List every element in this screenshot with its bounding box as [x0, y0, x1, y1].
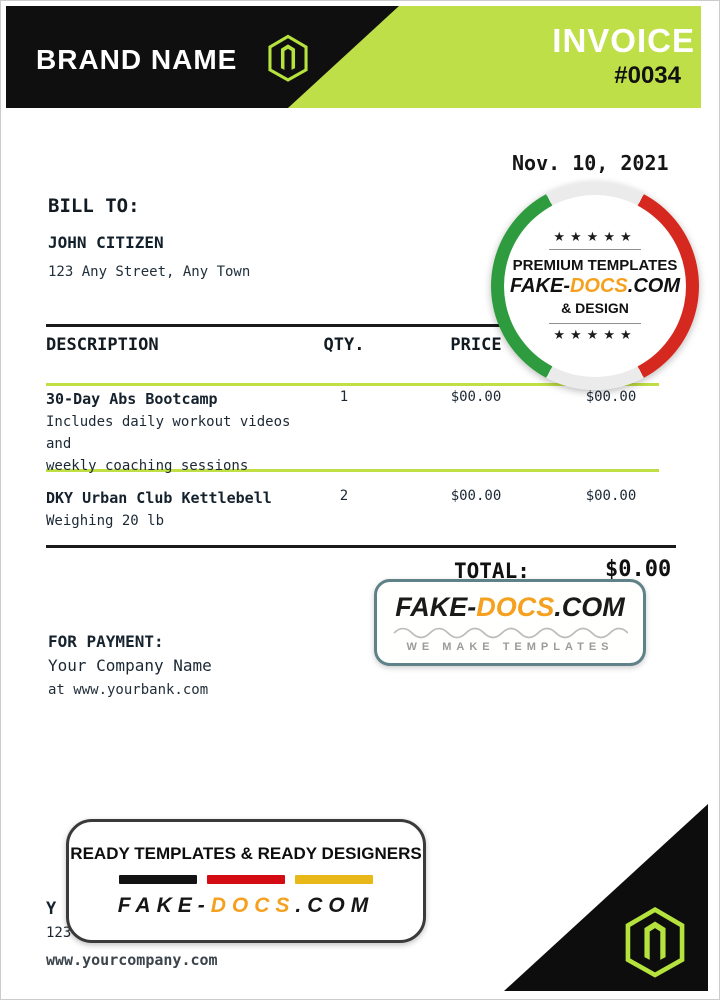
brand-part: FAKE-: [395, 592, 477, 622]
payment-company: Your Company Name: [48, 656, 212, 675]
table-header-rule: [46, 383, 659, 386]
brand-part: DOCS: [569, 274, 628, 297]
col-header-qty: QTY.: [323, 335, 365, 355]
brand-part: FAKE-: [117, 894, 211, 917]
header-band: BRAND NAME INVOICE #0034: [6, 6, 703, 108]
watermark-tagline: WE MAKE TEMPLATES: [406, 641, 614, 653]
bill-to-name: JOHN CITIZEN: [48, 233, 164, 252]
total-value: $0.00: [605, 557, 672, 582]
flag-bars: [119, 875, 373, 884]
table-top-rule: [46, 324, 676, 327]
watermark-brand: FAKE-DOCS.COM: [395, 594, 625, 621]
stars-row: ★★★★★: [553, 327, 637, 343]
item-qty: 1: [339, 389, 349, 405]
brand-part: FAKE-: [509, 274, 570, 297]
invoice-title: INVOICE: [552, 22, 695, 59]
invoice-number: #0034: [614, 62, 681, 89]
item-title: 30-Day Abs Bootcamp: [46, 390, 218, 408]
bill-to-label: BILL TO:: [48, 195, 140, 217]
table-bottom-rule: [46, 545, 676, 548]
item-price: $00.00: [450, 488, 502, 504]
bar-black: [119, 875, 197, 884]
badge-subheading: & DESIGN: [561, 299, 629, 316]
brand-part: DOCS: [476, 592, 555, 622]
wave-divider-icon: [393, 627, 628, 639]
item-detail: Includes daily workout videos and: [46, 414, 291, 452]
magento-logo-icon: [268, 34, 308, 82]
stars-row: ★★★★★: [553, 229, 637, 245]
item-amount: $00.00: [585, 488, 637, 504]
corner-triangle: [504, 804, 708, 991]
premium-templates-badge: ★★★★★ PREMIUM TEMPLATES FAKE-DOCS.COM & …: [491, 182, 699, 390]
col-header-description: DESCRIPTION: [46, 335, 159, 355]
col-header-price: PRICE: [450, 335, 502, 355]
item-detail: Weighing 20 lb: [46, 513, 165, 529]
item-detail: weekly coaching sessions: [46, 458, 249, 474]
brand-part: .COM: [295, 894, 375, 917]
item-amount: $00.00: [585, 389, 637, 405]
brand-name: BRAND NAME: [36, 44, 238, 75]
item-price: $00.00: [450, 389, 502, 405]
badge-heading: PREMIUM TEMPLATES: [512, 256, 678, 274]
magento-logo-icon: [625, 906, 685, 978]
brand-part: .COM: [554, 592, 625, 622]
table-row-rule: [46, 469, 659, 472]
bar-red: [207, 875, 285, 884]
watermark-brand: FAKE-DOCS.COM: [118, 894, 375, 918]
invoice-date: Nov. 10, 2021: [512, 151, 669, 175]
ready-templates-watermark: READY TEMPLATES & READY DESIGNERS FAKE-D…: [66, 819, 426, 943]
table-row: 30-Day Abs Bootcamp Includes daily worko…: [46, 388, 316, 477]
bill-to-address: 123 Any Street, Any Town: [48, 264, 251, 280]
bar-gold: [295, 875, 373, 884]
item-qty: 2: [339, 488, 349, 504]
fake-docs-watermark: FAKE-DOCS.COM WE MAKE TEMPLATES: [374, 579, 646, 666]
divider: [549, 248, 641, 250]
badge-content: ★★★★★ PREMIUM TEMPLATES FAKE-DOCS.COM & …: [504, 195, 686, 377]
payment-label: FOR PAYMENT:: [48, 632, 164, 651]
brand-part: DOCS: [210, 894, 296, 917]
brand-part: .COM: [627, 274, 680, 297]
payment-bank: at www.yourbank.com: [48, 682, 209, 698]
divider: [549, 322, 641, 324]
footer-address-fragment: 123: [46, 925, 72, 941]
watermark-heading: READY TEMPLATES & READY DESIGNERS: [70, 844, 422, 863]
footer-website: www.yourcompany.com: [46, 951, 218, 969]
item-title: DKY Urban Club Kettlebell: [46, 489, 272, 507]
table-row: DKY Urban Club Kettlebell Weighing 20 lb: [46, 487, 316, 532]
badge-brand: FAKE-DOCS.COM: [510, 275, 680, 298]
footer-company-fragment: Y: [46, 899, 57, 919]
